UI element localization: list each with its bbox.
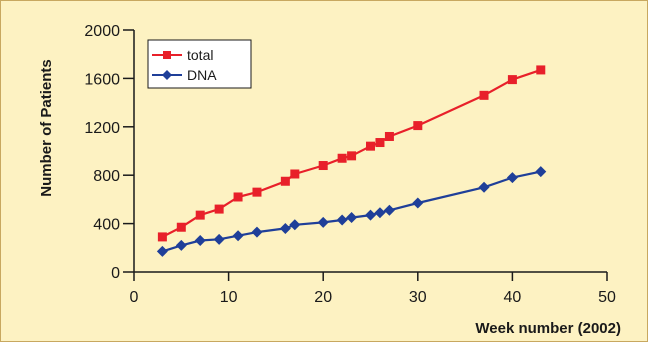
data-point-total [214, 204, 224, 214]
x-tick-label: 10 [220, 289, 238, 306]
x-tick-label: 40 [504, 289, 522, 306]
data-point-total [347, 151, 357, 161]
data-point-total [318, 161, 328, 171]
data-point-dna [365, 209, 376, 221]
data-point-dna [317, 216, 329, 228]
data-point-total [337, 153, 347, 163]
data-point-total [176, 222, 186, 232]
data-point-total [290, 169, 300, 179]
x-tick-label: 0 [130, 289, 139, 306]
data-point-dna [506, 172, 518, 184]
data-point-dna [374, 207, 386, 219]
y-tick-label: 0 [111, 265, 120, 282]
data-point-total [507, 75, 517, 85]
data-point-total [157, 232, 167, 242]
series-layer [156, 65, 547, 257]
data-point-dna [232, 230, 244, 242]
data-point-total [375, 138, 385, 148]
data-point-total [195, 210, 205, 220]
legend-label-total: total [187, 47, 213, 63]
y-tick-label: 400 [93, 217, 120, 234]
legend: total DNA [147, 39, 252, 89]
legend-marker-dna [162, 70, 172, 80]
data-point-total [479, 90, 489, 100]
legend-label-dna: DNA [187, 67, 217, 83]
data-point-total [384, 131, 394, 141]
y-tick-label: 2000 [84, 23, 120, 40]
data-point-dna [535, 166, 547, 178]
data-point-dna [478, 181, 490, 193]
data-point-dna [213, 233, 225, 245]
legend-marker-total [163, 51, 171, 59]
y-tick-label: 1200 [84, 120, 120, 137]
data-point-dna [194, 235, 206, 247]
x-tick-label: 30 [409, 289, 427, 306]
data-point-total [233, 192, 243, 202]
data-point-dna [279, 222, 291, 234]
x-tick-label: 20 [314, 289, 332, 306]
data-point-total [536, 65, 546, 75]
data-point-total [280, 176, 290, 186]
data-point-dna [383, 204, 395, 216]
y-axis-title: Number of Patients [38, 59, 55, 197]
x-tick-label: 50 [598, 289, 616, 306]
data-point-dna [346, 212, 358, 224]
data-point-dna [175, 239, 187, 251]
data-point-total [366, 141, 375, 151]
data-point-dna [336, 214, 348, 226]
axes: 0 400 800 1200 1600 2000 0 10 20 30 40 50 [84, 23, 616, 306]
legend-box [147, 39, 252, 89]
data-point-dna [251, 226, 263, 238]
data-point-dna [289, 219, 301, 231]
data-point-total [252, 187, 262, 197]
y-tick-label: 1600 [84, 71, 120, 88]
x-axis-title: Week number (2002) [475, 320, 621, 337]
data-point-dna [156, 245, 168, 257]
data-point-total [413, 121, 423, 131]
data-point-dna [412, 197, 424, 209]
y-tick-label: 800 [93, 168, 120, 185]
